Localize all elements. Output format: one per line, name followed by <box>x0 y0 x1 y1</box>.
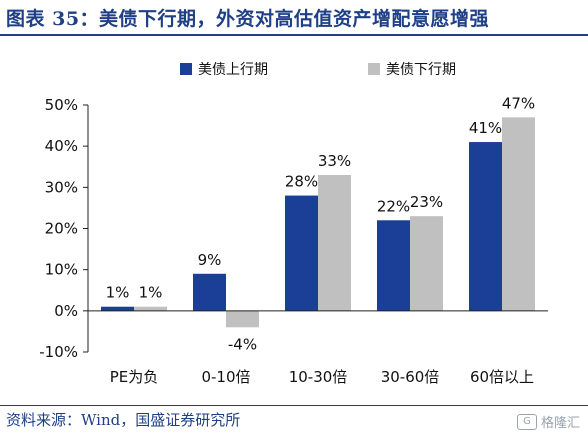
bar-down-period <box>410 216 443 311</box>
bar-up-period <box>101 306 134 311</box>
y-tick-label: 40% <box>45 137 78 155</box>
data-label: 28% <box>285 173 318 191</box>
bar-down-period <box>318 174 351 311</box>
bar-down-period <box>226 310 259 328</box>
y-tick-label: 0% <box>54 302 78 320</box>
bar-up-period <box>193 273 226 311</box>
source-note: 资料来源：Wind，国盛证券研究所 <box>6 411 241 429</box>
x-tick-label: 10-30倍 <box>289 368 348 386</box>
bar-up-period <box>377 220 410 311</box>
bar-up-period <box>469 142 502 311</box>
y-tick-label: -10% <box>39 343 78 361</box>
x-tick-label: 30-60倍 <box>381 368 440 386</box>
data-label: 1% <box>139 284 163 302</box>
watermark-logo-icon: G <box>516 413 537 430</box>
footer-divider <box>0 405 588 406</box>
data-label: -4% <box>228 335 257 353</box>
data-label: 9% <box>198 251 222 269</box>
y-axis: -10% 0% 10% 20% 30% 40% 50% <box>39 96 89 361</box>
x-tick-label: PE为负 <box>110 368 159 386</box>
y-tick-label: 10% <box>45 261 78 279</box>
y-tick-label: 30% <box>45 178 78 196</box>
bar-down-period <box>502 117 535 311</box>
y-tick-label: 50% <box>45 96 78 114</box>
x-axis: PE为负 0-10倍 10-30倍 30-60倍 60倍以上 <box>88 310 548 386</box>
bar-down-period <box>134 306 167 311</box>
data-labels: 1% 1% 9% -4% 28%33% 22% 23% 41%47% <box>106 94 536 353</box>
x-tick-label: 0-10倍 <box>201 368 250 386</box>
watermark: G 格隆汇 <box>516 412 580 431</box>
legend: 美债上行期 美债下行期 <box>180 62 456 78</box>
chart-title: 图表 35：美债下行期，外资对高估值资产增配意愿增强 <box>6 8 490 30</box>
legend-swatch <box>180 63 192 75</box>
legend-label: 美债上行期 <box>198 62 268 78</box>
data-label: 41% <box>469 119 502 137</box>
data-label: 23% <box>410 193 443 211</box>
bar-chart: 美债上行期 美债下行期 -10% 0% 10% 20% 30% 40% 50% 1% 1% 9% -… <box>39 62 548 386</box>
bar-up-period <box>285 195 318 311</box>
legend-swatch <box>368 63 380 75</box>
bars <box>101 117 535 328</box>
data-label: 33% <box>318 152 351 170</box>
x-tick-label: 60倍以上 <box>470 368 534 386</box>
data-label: 1% <box>106 284 130 302</box>
watermark-text: 格隆汇 <box>540 416 580 431</box>
y-tick-label: 20% <box>45 220 78 238</box>
data-label: 47% <box>502 94 535 112</box>
title-divider <box>0 34 588 36</box>
data-label: 22% <box>377 197 410 215</box>
legend-label: 美债下行期 <box>386 62 456 78</box>
